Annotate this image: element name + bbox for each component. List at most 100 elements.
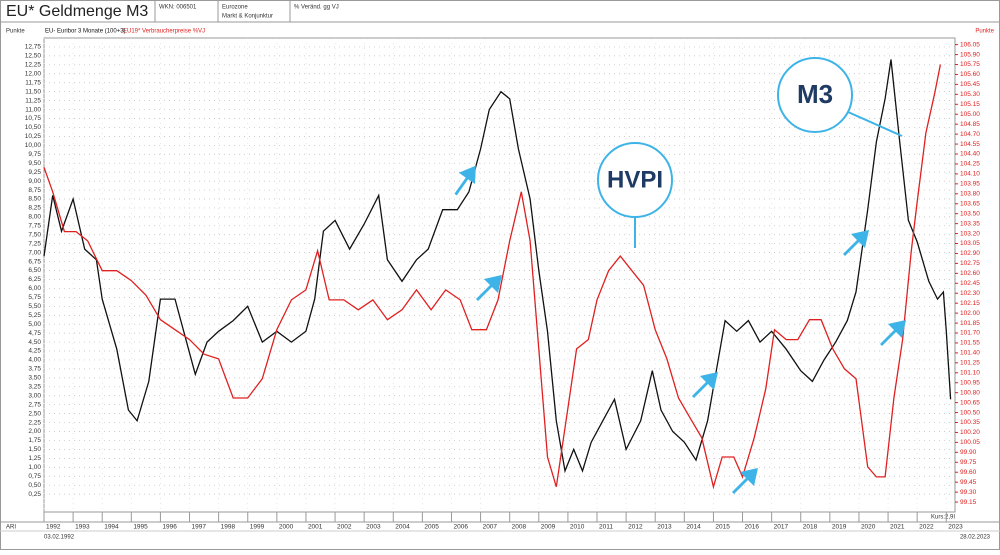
y2-tick-label: 101.25	[960, 360, 980, 367]
x-tick-label: 1997	[192, 524, 207, 531]
y-tick-label: 10,50	[25, 124, 42, 131]
header-cell: % Veränd. gg VJ	[294, 5, 339, 11]
x-tick-label: 2014	[686, 524, 701, 531]
chart-title: EU* Geldmenge M3	[6, 3, 148, 20]
y-tick-label: 5,00	[28, 321, 41, 328]
y-tick-label: 10,75	[25, 115, 42, 122]
y-tick-label: 4,00	[28, 357, 41, 364]
callout-pointer	[847, 111, 903, 137]
y2-tick-label: 100.05	[960, 439, 980, 446]
y-tick-label: 4,75	[28, 330, 41, 337]
y-tick-label: 4,50	[28, 339, 41, 346]
y2-tick-label: 99.45	[960, 479, 977, 486]
y2-tick-label: 105.00	[960, 111, 980, 118]
x-tick-label: 2000	[279, 524, 294, 531]
y2-tick-label: 105.90	[960, 51, 980, 58]
y2-tick-label: 103.65	[960, 200, 980, 207]
header-cell: Markt & Konjunktur	[222, 14, 273, 20]
y-tick-label: 1,75	[28, 437, 41, 444]
legend-label: EU19* Verbraucherpreise %VJ	[123, 29, 205, 35]
y-tick-label: 7,75	[28, 223, 41, 230]
y-tick-label: 12,00	[25, 70, 42, 77]
series-line	[43, 59, 952, 474]
x-tick-label: 2011	[599, 524, 613, 531]
y2-tick-label: 105.45	[960, 81, 980, 88]
x-tick-label: 2013	[657, 524, 672, 531]
y-tick-label: 6,00	[28, 285, 41, 292]
y-tick-label: 1,50	[28, 446, 41, 453]
legend-label: EU- Euribor 3 Monate (100+3)	[45, 29, 126, 35]
y2-tick-label: 101.55	[960, 340, 980, 347]
price-label: Kurs:2,9I	[931, 515, 955, 521]
y-tick-label: 3,00	[28, 392, 41, 399]
y2-tick-label: 104.40	[960, 151, 980, 158]
arrow	[732, 468, 758, 494]
y2-tick-label: 100.35	[960, 419, 980, 426]
y2-tick-label: 105.60	[960, 71, 980, 78]
y-tick-label: 3,25	[28, 384, 41, 391]
y2-tick-label: 100.20	[960, 429, 980, 436]
y-tick-label: 11,75	[25, 79, 41, 86]
y-tick-label: 11,25	[25, 97, 41, 104]
y-tick-label: 0,25	[28, 491, 41, 498]
y2-tick-label: 104.10	[960, 171, 980, 178]
footer-label: ARI	[6, 525, 16, 531]
y2-tick-label: 102.75	[960, 260, 980, 267]
x-tick-label: 2016	[745, 524, 760, 531]
footer-date: 28.02.2023	[960, 535, 991, 541]
x-tick-label: 2007	[483, 524, 498, 531]
x-tick-label: 2003	[366, 524, 381, 531]
x-tick-label: 2009	[541, 524, 556, 531]
header-cell: WKN: 006501	[159, 5, 197, 11]
y2-tick-label: 103.50	[960, 210, 980, 217]
y-tick-label: 3,50	[28, 375, 41, 382]
x-tick-label: 2018	[803, 524, 818, 531]
callout	[777, 57, 853, 133]
x-tick-label: 2010	[570, 524, 585, 531]
x-tick-label: 1996	[162, 524, 177, 531]
x-tick-label: 2001	[308, 524, 323, 531]
x-tick-label: 1999	[250, 524, 265, 531]
y2-tick-label: 102.90	[960, 250, 980, 257]
y2-tick-label: 103.80	[960, 191, 980, 198]
y-tick-label: 12,25	[25, 62, 42, 69]
y-tick-label: 0,50	[28, 482, 41, 489]
y2-tick-label: 103.95	[960, 181, 980, 188]
annotation: HVPI	[607, 166, 663, 193]
y-tick-label: 2,75	[28, 401, 41, 408]
x-tick-label: 1992	[46, 524, 61, 531]
y2-tick-label: 99.90	[960, 449, 977, 456]
x-tick-label: 2020	[861, 524, 876, 531]
y2-tick-label: 104.25	[960, 161, 980, 168]
x-tick-label: 2005	[424, 524, 439, 531]
y-tick-label: 8,25	[28, 205, 41, 212]
arrow	[692, 372, 718, 398]
x-tick-label: 1994	[104, 524, 119, 531]
callout	[597, 142, 673, 218]
y-tick-label: 5,50	[28, 303, 41, 310]
header-cell: Eurozone	[222, 5, 248, 11]
y2-tick-label: 99.15	[960, 499, 977, 506]
y-tick-label: 3,75	[28, 366, 41, 373]
y-tick-label: 2,50	[28, 410, 41, 417]
y2-tick-label: 106.05	[960, 41, 980, 48]
y2-tick-label: 102.60	[960, 270, 980, 277]
x-tick-label: 2012	[628, 524, 643, 531]
x-tick-label: 2006	[453, 524, 468, 531]
y-tick-label: 10,00	[25, 142, 42, 149]
y2-tick-label: 99.60	[960, 469, 977, 476]
y-tick-label: 6,25	[28, 276, 41, 283]
y-tick-label: 8,75	[28, 187, 41, 194]
y2-tick-label: 99.30	[960, 489, 977, 496]
y2-tick-label: 99.75	[960, 459, 977, 466]
y2-tick-label: 105.30	[960, 91, 980, 98]
y-tick-label: 9,00	[28, 178, 41, 185]
x-tick-label: 2008	[512, 524, 527, 531]
x-tick-label: 2022	[919, 524, 934, 531]
annotation: M3	[797, 79, 833, 109]
y2-tick-label: 102.15	[960, 300, 980, 307]
y2-tick-label: 100.50	[960, 409, 980, 416]
axis-title: Punkte	[6, 29, 25, 35]
y-tick-label: 5,25	[28, 312, 41, 319]
